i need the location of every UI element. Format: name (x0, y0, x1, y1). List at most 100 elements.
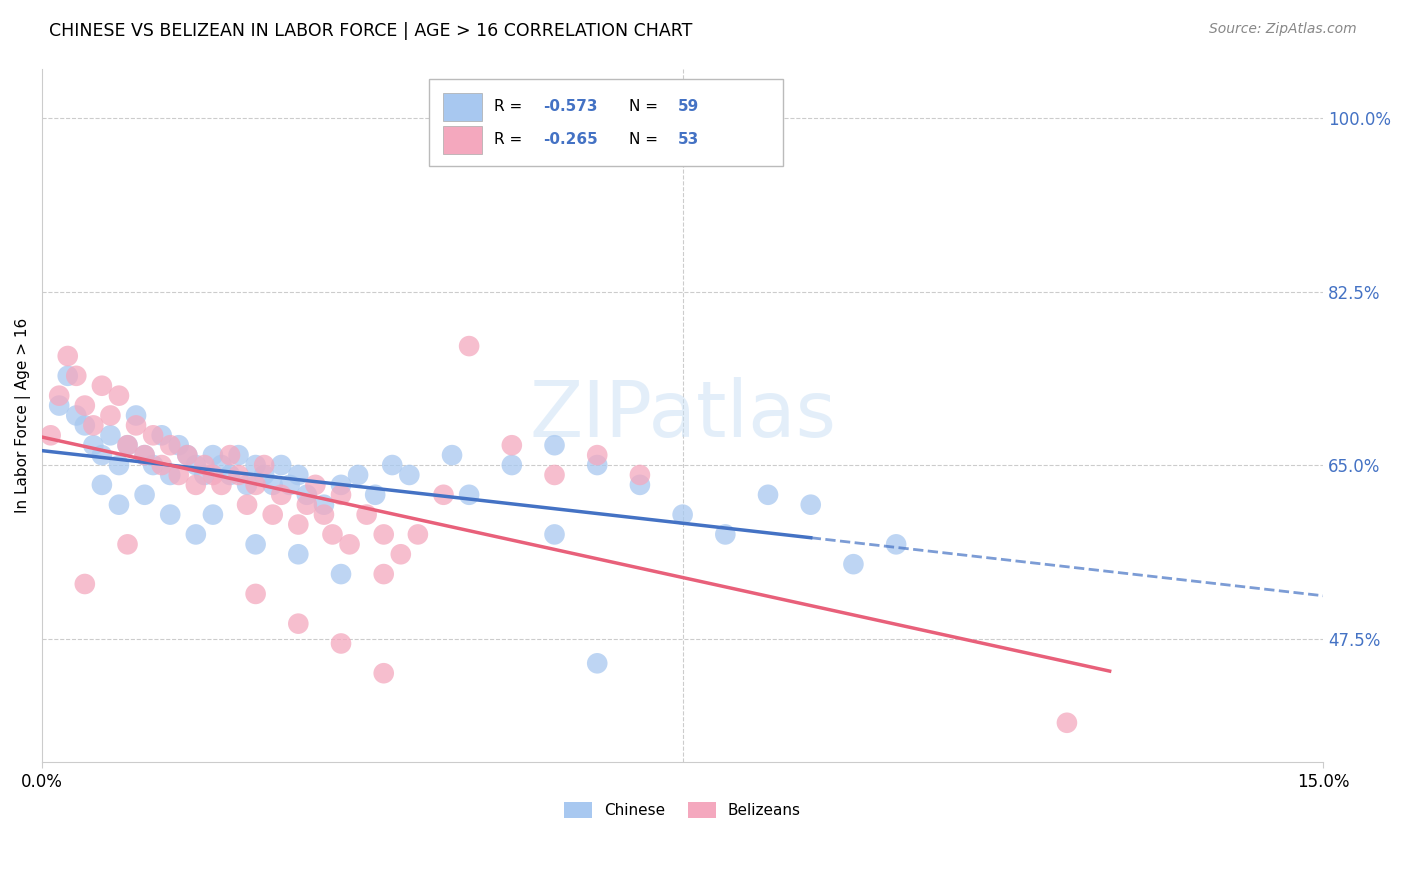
Point (245, 458, 267, 472)
Point (142, 458, 165, 472)
Bar (443, 126, 481, 154)
Point (586, 448, 609, 462)
Point (278, 478, 301, 492)
Point (262, 508, 284, 522)
Point (167, 467, 190, 482)
Point (501, 458, 523, 472)
Point (117, 537, 139, 551)
Point (193, 458, 215, 472)
Point (100, 428, 122, 442)
Point (270, 488, 292, 502)
Point (398, 467, 420, 482)
Point (800, 498, 823, 512)
Point (714, 527, 737, 541)
Point (339, 537, 361, 551)
Point (270, 458, 292, 472)
Point (884, 537, 907, 551)
Point (219, 448, 242, 462)
Point (245, 537, 267, 551)
Point (82, 418, 104, 433)
Point (756, 488, 779, 502)
Point (65, 368, 87, 383)
Point (295, 488, 318, 502)
Point (142, 428, 165, 442)
Point (628, 478, 651, 492)
Point (842, 557, 865, 571)
Point (150, 458, 173, 472)
Y-axis label: In Labor Force | Age > 16: In Labor Force | Age > 16 (15, 318, 31, 513)
Point (543, 438, 565, 452)
Text: -0.573: -0.573 (543, 99, 598, 114)
Point (312, 498, 335, 512)
Text: 53: 53 (678, 133, 699, 147)
Point (287, 467, 309, 482)
Point (193, 467, 215, 482)
Point (201, 467, 224, 482)
Point (253, 467, 276, 482)
Point (245, 478, 267, 492)
Point (441, 448, 464, 462)
Point (253, 458, 276, 472)
Point (82, 438, 104, 452)
Point (134, 448, 156, 462)
Point (501, 438, 523, 452)
Text: R =: R = (495, 99, 527, 114)
Point (56, 349, 79, 363)
Point (159, 438, 181, 452)
Text: ZIPatlas: ZIPatlas (529, 377, 837, 453)
Point (90, 448, 112, 462)
Point (108, 458, 131, 472)
Point (73, 418, 96, 433)
Point (628, 467, 651, 482)
Point (117, 438, 139, 452)
Point (373, 527, 395, 541)
Point (134, 448, 156, 462)
Point (373, 666, 395, 681)
Point (364, 488, 387, 502)
Point (432, 488, 454, 502)
Point (312, 508, 335, 522)
Point (211, 478, 233, 492)
Point (125, 418, 148, 433)
Point (458, 488, 481, 502)
Text: R =: R = (495, 133, 527, 147)
Point (90, 478, 112, 492)
Point (150, 428, 173, 442)
Point (287, 547, 309, 561)
Point (321, 527, 343, 541)
Point (236, 478, 259, 492)
Point (295, 498, 318, 512)
Point (108, 389, 131, 403)
Point (304, 478, 326, 492)
Point (159, 467, 181, 482)
Text: CHINESE VS BELIZEAN IN LABOR FORCE | AGE > 16 CORRELATION CHART: CHINESE VS BELIZEAN IN LABOR FORCE | AGE… (49, 22, 693, 40)
Point (73, 399, 96, 413)
Point (167, 438, 190, 452)
Point (108, 498, 131, 512)
Text: -0.265: -0.265 (543, 133, 598, 147)
Point (159, 508, 181, 522)
Point (543, 527, 565, 541)
Point (381, 458, 404, 472)
Point (65, 409, 87, 423)
Point (184, 478, 207, 492)
Point (245, 587, 267, 601)
Point (287, 517, 309, 532)
Point (347, 467, 370, 482)
Point (262, 478, 284, 492)
Point (48, 399, 70, 413)
Point (117, 438, 139, 452)
Text: N =: N = (628, 133, 662, 147)
Point (100, 409, 122, 423)
Point (543, 467, 565, 482)
Point (586, 458, 609, 472)
Text: 59: 59 (678, 99, 699, 114)
Point (184, 527, 207, 541)
Point (184, 458, 207, 472)
Point (330, 488, 353, 502)
Text: Source: ZipAtlas.com: Source: ZipAtlas.com (1209, 22, 1357, 37)
Point (228, 448, 250, 462)
Point (330, 567, 353, 582)
Legend: Chinese, Belizeans: Chinese, Belizeans (558, 796, 807, 824)
Point (586, 657, 609, 671)
